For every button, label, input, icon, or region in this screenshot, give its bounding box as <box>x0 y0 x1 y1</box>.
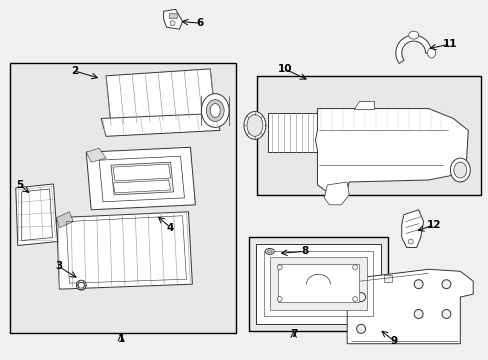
Polygon shape <box>16 184 57 246</box>
Ellipse shape <box>352 297 357 302</box>
Bar <box>256 76 480 195</box>
Polygon shape <box>113 164 170 181</box>
Polygon shape <box>267 113 319 152</box>
Ellipse shape <box>441 310 450 319</box>
Ellipse shape <box>453 162 466 178</box>
Ellipse shape <box>267 250 272 253</box>
Ellipse shape <box>76 280 86 290</box>
Bar <box>168 13 176 18</box>
Ellipse shape <box>449 158 469 182</box>
Polygon shape <box>86 147 195 210</box>
Ellipse shape <box>277 297 282 302</box>
Polygon shape <box>346 269 472 344</box>
Text: 3: 3 <box>55 261 62 271</box>
Text: 6: 6 <box>196 18 203 28</box>
Ellipse shape <box>78 282 84 288</box>
Bar <box>264 251 372 316</box>
Bar <box>248 237 387 331</box>
Text: 4: 4 <box>166 222 174 233</box>
Text: 9: 9 <box>389 336 397 346</box>
Text: 8: 8 <box>300 247 307 256</box>
Text: 2: 2 <box>71 66 78 76</box>
Polygon shape <box>106 69 215 125</box>
Ellipse shape <box>277 265 282 270</box>
Polygon shape <box>324 182 348 205</box>
Bar <box>269 257 366 310</box>
Ellipse shape <box>441 280 450 289</box>
Text: 10: 10 <box>277 64 291 74</box>
Polygon shape <box>86 148 106 162</box>
Polygon shape <box>111 162 173 195</box>
Polygon shape <box>353 100 373 109</box>
Polygon shape <box>99 156 184 202</box>
Ellipse shape <box>210 104 220 117</box>
Ellipse shape <box>407 239 412 244</box>
Polygon shape <box>101 113 220 136</box>
Ellipse shape <box>408 31 418 39</box>
Ellipse shape <box>246 114 263 136</box>
Ellipse shape <box>206 100 224 121</box>
Polygon shape <box>106 125 116 135</box>
Ellipse shape <box>265 248 274 255</box>
Polygon shape <box>56 212 73 228</box>
Polygon shape <box>163 9 182 29</box>
Bar <box>277 264 358 302</box>
Polygon shape <box>255 243 380 324</box>
Ellipse shape <box>244 112 265 139</box>
Ellipse shape <box>356 293 365 302</box>
Polygon shape <box>401 210 423 247</box>
Ellipse shape <box>413 280 422 289</box>
Polygon shape <box>113 180 170 193</box>
Bar <box>10 63 236 333</box>
Ellipse shape <box>352 265 357 270</box>
Polygon shape <box>56 212 192 289</box>
Ellipse shape <box>170 21 175 26</box>
Text: 5: 5 <box>16 180 23 190</box>
Ellipse shape <box>413 310 422 319</box>
Ellipse shape <box>356 324 365 333</box>
Text: 1: 1 <box>117 334 124 344</box>
Text: 11: 11 <box>442 39 457 49</box>
Text: 12: 12 <box>427 220 441 230</box>
Polygon shape <box>315 109 468 195</box>
Ellipse shape <box>427 48 435 58</box>
Ellipse shape <box>201 94 229 127</box>
Polygon shape <box>395 35 431 63</box>
Text: 7: 7 <box>289 329 297 339</box>
Bar <box>383 275 391 282</box>
